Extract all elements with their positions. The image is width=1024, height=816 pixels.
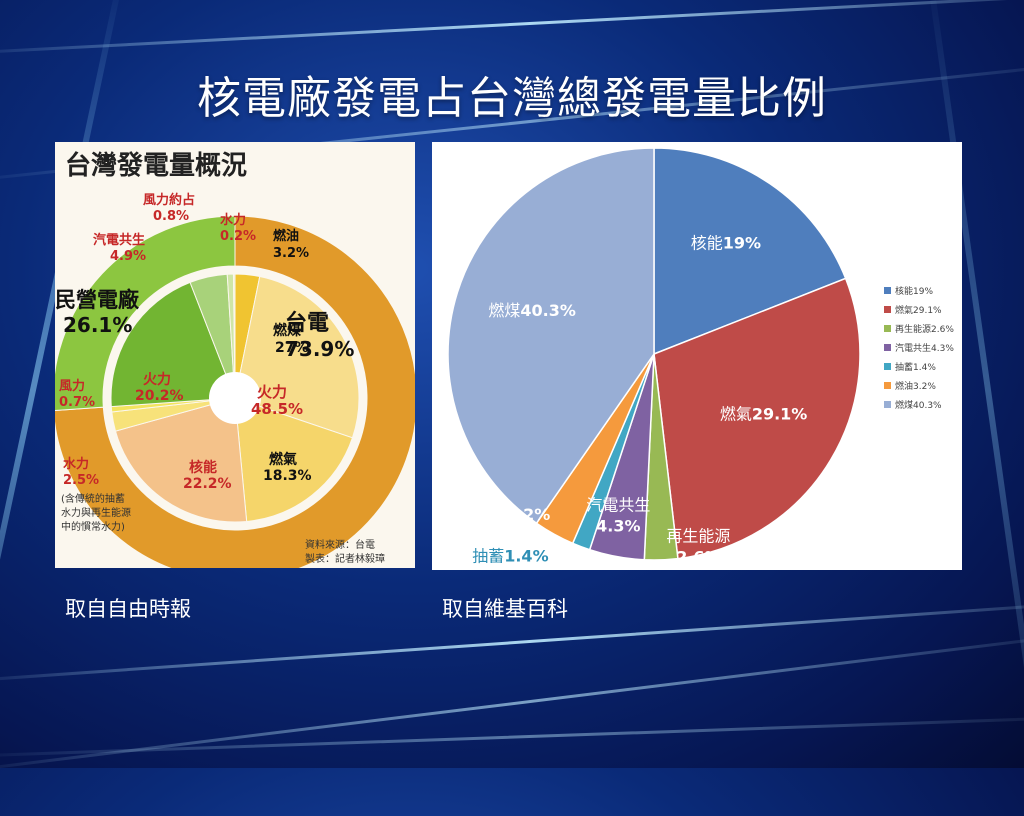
- source-note: 資料來源：台電: [305, 538, 375, 551]
- legend-label-6: 燃煤40.3%: [895, 399, 942, 411]
- label-thermal-private-pct: 20.2%: [135, 388, 184, 404]
- label-oil: 燃油: [273, 228, 299, 244]
- background-streak: [0, 0, 1024, 56]
- donut-chart: 台灣發電量概況 台電 73.9% 民營電廠 26.1% 風力約占 0.8% 水力…: [52, 150, 418, 581]
- legend-swatch-3: [884, 344, 891, 351]
- donut-hole: [209, 372, 261, 424]
- right-chart-panel: 核能19% 燃氣29.1% 再生能源 2.6% 汽電共生 4.3% 抽蓄1.4% 燃油3.2%…: [432, 142, 962, 570]
- legend-swatch-4: [884, 363, 891, 370]
- pie-data-label-value: 4.3%: [596, 516, 640, 535]
- legend-swatch-6: [884, 401, 891, 408]
- pie-data-label-value: 3.2%: [506, 505, 550, 524]
- pie-data-label-3: 汽電共生 4.3%: [586, 495, 650, 535]
- donut-inner-slice-9: [232, 273, 236, 399]
- legend-swatch-2: [884, 325, 891, 332]
- legend-label-4: 抽蓄1.4%: [895, 361, 936, 373]
- legend-label-0: 核能19%: [895, 285, 933, 297]
- slide-title: 核電廠發電占台灣總發電量比例: [197, 73, 827, 124]
- pie-data-label-name: 抽蓄: [472, 546, 504, 565]
- pie-slice-0: [653, 147, 847, 356]
- label-taipower: 台電: [285, 310, 329, 336]
- label-cogen: 汽電共生: [93, 232, 145, 248]
- label-thermal-total-pct: 48.5%: [251, 400, 303, 418]
- pie-slice-1: [653, 277, 861, 560]
- pie-data-label-name: 汽電共生: [586, 495, 650, 514]
- label-hydro-note: (含傳統的抽蓄: [61, 492, 125, 505]
- label-coal-pct: 27%: [275, 340, 309, 356]
- donut-title: 台灣發電量概況: [65, 150, 247, 181]
- label-gas: 燃氣: [269, 451, 297, 468]
- label-thermal-private: 火力: [143, 371, 171, 388]
- caption-left: 取自自由時報: [65, 597, 191, 621]
- label-private-pct: 26.1%: [63, 313, 132, 337]
- donut-outer-slice-1: [52, 215, 236, 412]
- label-hydro-small: 水力: [220, 212, 246, 228]
- pie-data-label-1: 燃氣29.1%: [720, 405, 808, 424]
- pie-data-label-value: 29.1%: [752, 405, 808, 424]
- label-wind-approx: 風力約占: [143, 192, 195, 208]
- pie-data-label-value: 2.6%: [676, 547, 720, 566]
- pie-slices: [447, 147, 861, 561]
- pie-data-label-name: 核能: [691, 233, 723, 252]
- legend-label-5: 燃油3.2%: [895, 380, 936, 392]
- legend-label-3: 汽電共生4.3%: [895, 342, 954, 354]
- label-nuclear: 核能: [189, 459, 217, 476]
- pie-data-label-5: 燃油3.2%: [474, 505, 550, 524]
- donut-inner-slice-3: [114, 397, 248, 523]
- label-wind: 風力: [59, 378, 85, 394]
- pie-data-label-name: 燃煤: [488, 301, 520, 320]
- label-gas-pct: 18.3%: [263, 468, 312, 484]
- pie-labels: 核能19% 燃氣29.1% 再生能源 2.6% 汽電共生 4.3% 抽蓄1.4% 燃油3.2%…: [472, 233, 807, 566]
- label-hydro-note: 中的慣常水力): [61, 520, 125, 533]
- pie-data-label-name: 再生能源: [666, 526, 730, 545]
- donut-inner-ring: [110, 273, 360, 523]
- label-hydro: 水力: [63, 456, 89, 472]
- pie-data-label-name: 燃氣: [720, 405, 752, 424]
- label-coal: 燃煤: [273, 322, 302, 339]
- pie-data-label-value: 40.3%: [520, 301, 576, 320]
- caption-right: 取自維基百科: [442, 597, 568, 621]
- donut-inner-slice-1: [234, 275, 360, 439]
- label-taipower-pct: 73.9%: [285, 337, 354, 361]
- label-wind-pct: 0.7%: [59, 395, 95, 410]
- label-oil-pct: 3.2%: [273, 246, 309, 261]
- pie-data-label-0: 核能19%: [691, 233, 761, 252]
- label-hydro-note: 水力與再生能源: [61, 506, 131, 519]
- donut-inner-slice-6: [110, 281, 236, 408]
- label-cogen-pct: 4.9%: [110, 249, 146, 264]
- pie-data-label-2: 再生能源 2.6%: [666, 526, 730, 566]
- label-hydro-small-pct: 0.2%: [220, 229, 256, 244]
- label-thermal-total: 火力: [257, 383, 287, 401]
- pie-data-label-6: 燃煤40.3%: [488, 301, 576, 320]
- pie-legend: 核能19% 燃氣29.1% 再生能源2.6% 汽電共生4.3% 抽蓄1.4% 燃油3.2%…: [884, 285, 954, 411]
- background-streak: [0, 714, 1024, 759]
- label-nuclear-pct: 22.2%: [183, 476, 232, 492]
- pie-data-label-value: 19%: [723, 233, 761, 252]
- pie-data-label-4: 抽蓄1.4%: [472, 546, 548, 565]
- legend-swatch-1: [884, 306, 891, 313]
- source-note: 製表：記者林毅璋: [305, 552, 385, 565]
- donut-inner-slice-2: [234, 397, 354, 522]
- legend-label-2: 再生能源2.6%: [895, 323, 954, 335]
- legend-label-1: 燃氣29.1%: [895, 304, 942, 316]
- pie-data-label-value: 1.4%: [504, 546, 548, 565]
- pie-chart: 核能19% 燃氣29.1% 再生能源 2.6% 汽電共生 4.3% 抽蓄1.4% 燃油3.2%…: [447, 147, 954, 566]
- background-streak: [0, 628, 1024, 775]
- pie-data-label-name: 燃油: [474, 505, 506, 524]
- pie-slice-6: [447, 147, 655, 525]
- label-private: 民營電廠: [55, 288, 140, 312]
- legend-swatch-5: [884, 382, 891, 389]
- left-chart-panel: 台灣發電量概況 台電 73.9% 民營電廠 26.1% 風力約占 0.8% 水力…: [52, 142, 418, 581]
- label-wind-approx-pct: 0.8%: [153, 209, 189, 224]
- legend-swatch-0: [884, 287, 891, 294]
- label-hydro-pct: 2.5%: [63, 473, 99, 488]
